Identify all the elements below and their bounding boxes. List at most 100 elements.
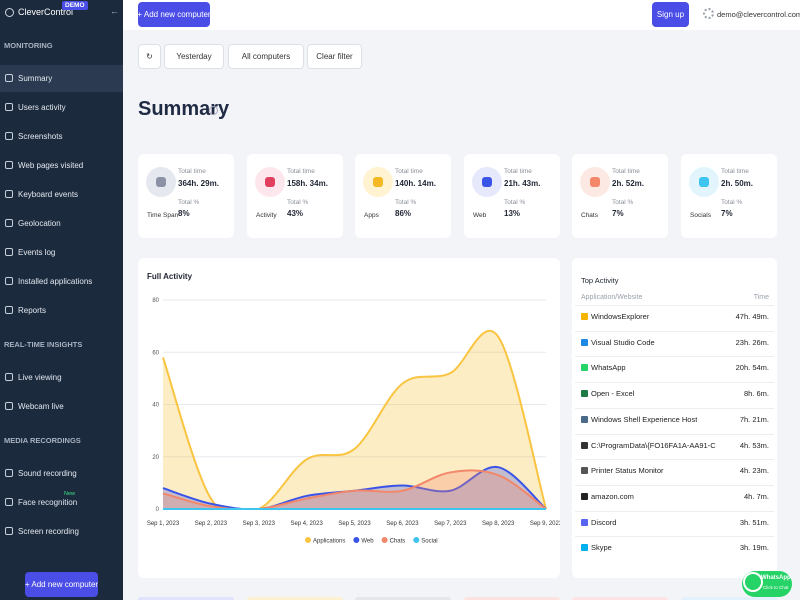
chart: Full Activity 0 20 40 60 80 Sep 1, 2023 Sep 2, … <box>147 272 563 545</box>
app-icon <box>581 467 588 475</box>
legend-label: Social <box>421 539 437 545</box>
app-time: 4h. 23m. <box>739 466 769 476</box>
app-name: amazon.com <box>591 491 634 501</box>
nav-item[interactable]: Screen recording <box>18 527 79 536</box>
nav-item[interactable]: Webcam live <box>18 402 64 411</box>
nav-item[interactable]: Summary <box>18 74 53 83</box>
app-time: 3h. 51m. <box>739 517 769 527</box>
row-separator <box>575 356 774 358</box>
nav-item[interactable]: Screenshots <box>18 132 63 141</box>
y-tick-label: 40 <box>152 403 159 409</box>
section-title: REAL-TIME INSIGHTS <box>4 340 83 349</box>
y-tick-label: 80 <box>152 298 159 304</box>
app-name: Skype <box>591 543 612 553</box>
app-icon <box>581 390 588 398</box>
y-tick-label: 20 <box>152 455 159 461</box>
stat-card <box>464 154 560 238</box>
top-activity-title: Top Activity <box>581 276 619 285</box>
logo-icon <box>5 8 14 17</box>
app-time: 23h. 26m. <box>735 337 769 347</box>
app-name: WindowsExplorer <box>591 312 650 321</box>
brand: CleverControl <box>18 7 74 17</box>
add-computer-top[interactable]: + Add new computer <box>137 2 211 27</box>
nav-icon <box>5 74 13 82</box>
series-area <box>163 466 546 510</box>
nav-item[interactable]: Web pages visited <box>18 161 84 170</box>
total-time-label: Total time <box>178 168 206 175</box>
filter-label: Yesterday <box>176 52 212 61</box>
y-tick-label: 0 <box>156 507 160 513</box>
app-name: Visual Studio Code <box>591 337 655 347</box>
card-name: Apps <box>364 212 379 219</box>
refresh-button[interactable]: ↻ <box>138 44 161 69</box>
legend-label: Chats <box>390 539 406 545</box>
app-time: 3h. 19m. <box>739 543 769 553</box>
nav-item[interactable]: Geolocation <box>18 219 61 228</box>
nav-icon <box>5 469 13 477</box>
x-tick-label: Sep 7, 2023 <box>434 521 467 527</box>
row-separator <box>575 536 774 538</box>
partial-card <box>572 597 668 600</box>
total-time-label: Total time <box>504 168 532 175</box>
total-pct: 13% <box>504 209 521 218</box>
nav-icon <box>5 373 13 381</box>
row-separator <box>575 484 774 486</box>
nav-item[interactable]: Events log <box>18 248 56 257</box>
legend-marker <box>305 537 311 543</box>
signup-button[interactable]: Sign up <box>652 2 689 27</box>
filter-label: All computers <box>241 52 291 61</box>
legend-marker <box>413 537 420 543</box>
x-tick-label: Sep 9, 2023 <box>530 521 560 527</box>
card-icon-glyph <box>590 177 600 187</box>
add-computer-button[interactable]: + Add new computer <box>25 572 98 597</box>
legend-label: Web <box>361 539 374 545</box>
x-tick-label: Sep 4, 2023 <box>290 521 323 527</box>
stat-card <box>247 154 343 238</box>
nav-item[interactable]: Keyboard events <box>18 190 79 199</box>
nav-item[interactable]: Live viewing <box>18 373 62 382</box>
stat-card <box>572 154 668 238</box>
app-time: 20h. 54m. <box>735 363 769 373</box>
partial-card <box>355 597 451 600</box>
nav-icon <box>5 219 13 227</box>
filter-button[interactable]: Clear filter <box>307 44 362 69</box>
nav-item[interactable]: Users activity <box>18 103 66 112</box>
legend-marker <box>353 537 360 543</box>
app-icon <box>581 544 588 552</box>
app-name: C:\ProgramData\{FO16FA1A-AA91-C56A-6... <box>591 440 716 450</box>
app-name: Open - Excel <box>591 389 635 399</box>
filter-button[interactable]: Yesterday <box>164 44 224 69</box>
total-time: 158h. 34m. <box>287 179 328 188</box>
stat-card <box>355 154 451 238</box>
filter-button[interactable]: All computers <box>228 44 304 69</box>
total-pct-label: Total % <box>178 199 200 206</box>
x-tick-label: Sep 5, 2023 <box>338 521 371 527</box>
nav-item[interactable]: Face recognition <box>18 498 78 507</box>
nav-item[interactable]: Installed applications <box>18 277 93 286</box>
total-time: 2h. 52m. <box>612 179 645 188</box>
total-pct-label: Total % <box>612 199 634 206</box>
partial-card <box>464 597 560 600</box>
x-tick-label: Sep 6, 2023 <box>386 521 419 527</box>
card-name: Time Span <box>147 212 179 219</box>
app-icon <box>581 313 588 320</box>
nav-item[interactable]: Sound recording <box>18 469 77 478</box>
app-time: 4h. 7m. <box>743 491 769 501</box>
row-separator <box>575 510 774 512</box>
nav-item[interactable]: Reports <box>18 306 47 315</box>
topbar <box>123 0 800 30</box>
total-pct: 43% <box>287 209 304 218</box>
nav-icon <box>5 248 13 256</box>
total-time-label: Total time <box>612 168 640 175</box>
x-tick-label: Sep 1, 2023 <box>147 521 180 527</box>
nav-icon <box>5 277 13 285</box>
card-name: Activity <box>256 212 277 219</box>
info-icon <box>209 106 218 115</box>
total-pct: 7% <box>612 209 624 218</box>
stat-card <box>681 154 777 238</box>
nav-icon <box>5 103 13 111</box>
app-name: WhatsApp <box>591 363 626 373</box>
app-icon <box>581 415 588 423</box>
row-separator <box>575 382 774 384</box>
